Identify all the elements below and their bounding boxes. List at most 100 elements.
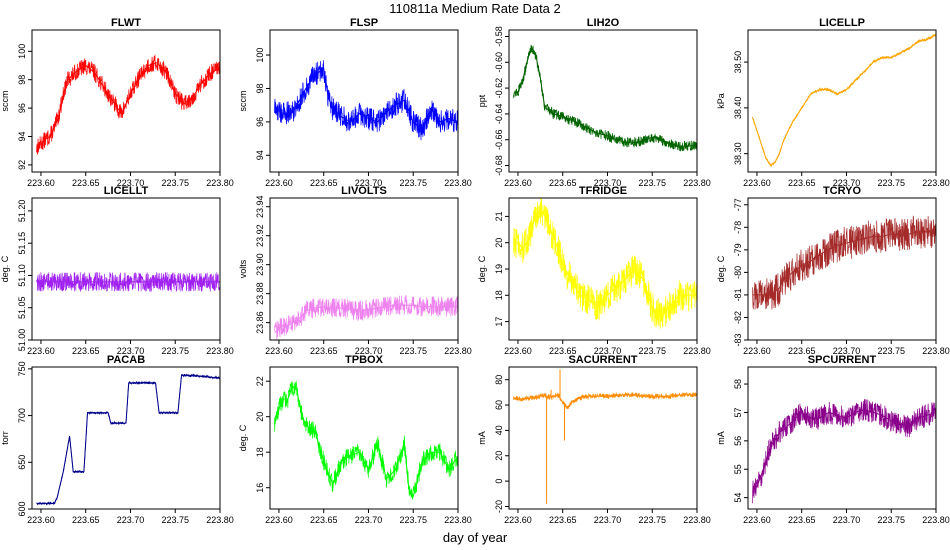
panels: FLWT 223.60 223.65 223.70 223.75 223.80 92 94 96… [0,17,950,525]
figure-title: 110811a Medium Rate Data 2 [389,1,561,16]
flsp-data-line [274,60,458,141]
licellp-y-axis-label: kPa [716,93,726,109]
licellp-x-tick-label: 223.70 [833,178,861,188]
pacab-x-tick-label: 223.75 [161,515,189,525]
tcryo-title: TCRYO [823,185,862,197]
tcryo-data-line [752,215,936,310]
tfridge-x-tick-label: 223.75 [638,346,666,356]
tcryo-y-tick-label: -80 [733,266,743,279]
pacab-y-tick-label: 650 [17,455,27,470]
tcryo-x-tick-label: 223.60 [743,346,771,356]
flsp-x-tick-label: 223.80 [444,178,472,188]
flsp-y-tick-label: 96 [255,117,265,127]
tcryo-y-tick-label: -82 [733,311,743,324]
livolts-data-line [274,295,458,340]
pacab-x-tick-label: 223.60 [27,515,55,525]
panel-sacurrent: SACURRENT 223.60 223.65 223.70 223.75 223.80 -… [477,354,711,525]
livolts-x-tick-label: 223.60 [265,346,293,356]
flwt-x-tick-label: 223.80 [206,178,234,188]
sacurrent-y-tick-label: 40 [494,425,504,435]
licellt-y-tick-label: 51.10 [17,264,27,287]
sacurrent-title: SACURRENT [568,354,637,366]
sacurrent-x-tick-label: 223.70 [594,515,622,525]
tfridge-y-tick-label: 17 [494,317,504,327]
licellt-series [36,272,220,293]
flsp-x-tick-label: 223.65 [310,178,338,188]
livolts-y-tick-label: 23.90 [255,253,265,276]
sacurrent-x-tick-label: 223.65 [549,515,577,525]
tpbox-y-axis-label: deg. C [238,424,248,451]
flwt-trend-line [36,62,220,149]
tcryo-x-tick-label: 223.70 [833,346,861,356]
pacab-x-tick-label: 223.65 [72,515,100,525]
tfridge-y-axis-label: deg. C [477,255,487,282]
tpbox-series [274,380,458,500]
lih2o-plot-frame [508,29,698,173]
flsp-y-tick-label: 100 [255,48,265,63]
panel-lih2o: LIH2O 223.60 223.65 223.70 223.75 223.80 -0.68… [477,17,711,188]
lih2o-y-tick-label: -0.62 [494,78,504,99]
flwt-series [36,54,220,155]
spcurrent-x-tick-label: 223.65 [788,515,816,525]
sacurrent-y-tick-label: -20 [494,500,504,513]
flsp-plot-frame [269,29,459,173]
sacurrent-data-line [513,392,697,410]
lih2o-y-tick-label: -0.58 [494,26,504,47]
licellt-x-tick-label: 223.70 [117,346,145,356]
tpbox-x-tick-label: 223.65 [310,515,338,525]
spcurrent-plot-frame [747,366,937,510]
tcryo-y-tick-label: -79 [733,243,743,256]
panel-pacab: PACAB 223.60 223.65 223.70 223.75 223.80 600 65… [0,354,234,525]
lih2o-x-tick-label: 223.75 [638,178,666,188]
licellt-y-tick-label: 51.15 [17,232,27,255]
flsp-x-tick-label: 223.75 [399,178,427,188]
spcurrent-y-tick-label: 54 [733,493,743,503]
tfridge-y-tick-label: 19 [494,264,504,274]
tfridge-x-tick-label: 223.65 [549,346,577,356]
sacurrent-y-tick-label: 60 [494,400,504,410]
livolts-series [274,295,458,340]
flsp-title: FLSP [350,17,378,29]
licellt-y-tick-label: 51.20 [17,200,27,223]
livolts-y-tick-label: 23.92 [255,224,265,247]
licellp-trend-line [752,34,936,166]
panel-livolts: LIVOLTS 223.60 223.65 223.70 223.75 223.80 23.… [238,185,472,356]
licellt-data-line [36,272,220,293]
tcryo-y-tick-label: -81 [733,288,743,301]
livolts-y-tick-label: 23.94 [255,195,265,218]
tcryo-x-tick-label: 223.80 [922,346,950,356]
tpbox-data-line [274,380,458,500]
spcurrent-series [752,399,936,504]
flsp-y-tick-label: 94 [255,150,265,160]
flsp-y-axis-label: sccm [238,91,248,112]
tpbox-x-tick-label: 223.70 [355,515,383,525]
flwt-y-tick-label: 100 [17,44,27,59]
tpbox-x-tick-label: 223.80 [444,515,472,525]
sacurrent-x-tick-label: 223.60 [504,515,532,525]
livolts-plot-frame [269,197,459,341]
sacurrent-series [513,369,697,504]
spcurrent-x-tick-label: 223.80 [922,515,950,525]
flwt-y-tick-label: 98 [17,75,27,85]
licellp-x-tick-label: 223.75 [877,178,905,188]
lih2o-x-tick-label: 223.60 [504,178,532,188]
licellt-y-axis-label: deg. C [0,255,10,282]
licellp-y-tick-label: 38.50 [733,51,743,74]
flwt-data-line [36,54,220,155]
licellp-y-tick-label: 38.40 [733,97,743,120]
tfridge-x-tick-label: 223.80 [683,346,711,356]
panel-tcryo: TCRYO 223.60 223.65 223.70 223.75 223.80 -83 -8… [716,185,950,356]
pacab-series [36,373,220,506]
licellp-title: LICELLP [819,17,865,29]
spcurrent-x-tick-label: 223.70 [833,515,861,525]
licellt-x-tick-label: 223.60 [27,346,55,356]
licellp-data-line [752,33,936,168]
tfridge-x-tick-label: 223.60 [504,346,532,356]
flsp-x-tick-label: 223.60 [265,178,293,188]
lih2o-title: LIH2O [587,17,620,29]
tpbox-trend-line [274,385,458,499]
tpbox-plot-frame [269,366,459,510]
panel-flsp: FLSP 223.60 223.65 223.70 223.75 223.80 94 96 98… [238,17,472,188]
lih2o-x-tick-label: 223.70 [594,178,622,188]
